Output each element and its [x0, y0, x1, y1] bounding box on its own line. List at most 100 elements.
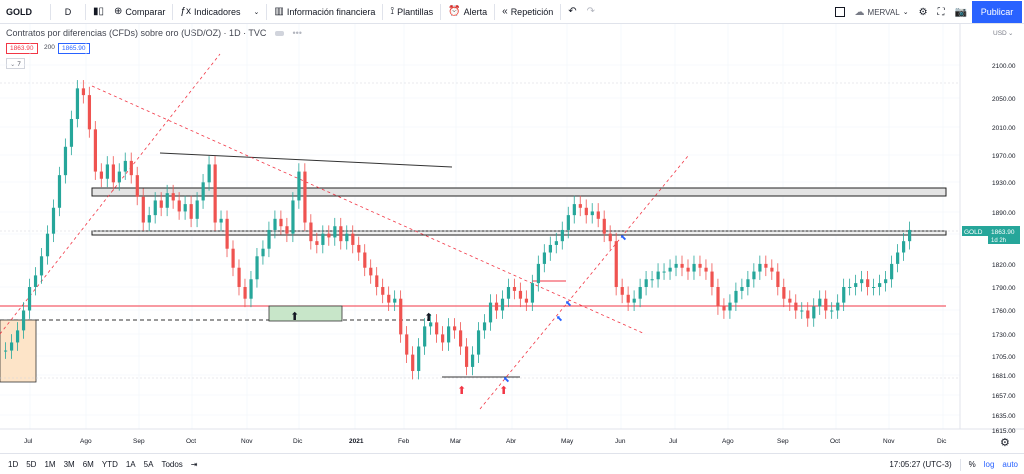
- blue-arrow-icon: ⬉: [503, 375, 510, 384]
- replay-button[interactable]: «Repetición: [497, 1, 558, 23]
- candle: [782, 287, 786, 299]
- time-tick-label: Mar: [450, 438, 462, 445]
- redo-button[interactable]: ↷: [582, 1, 600, 23]
- grid: [0, 24, 960, 429]
- candle: [45, 233, 50, 257]
- publish-button[interactable]: Publicar: [972, 1, 1022, 23]
- candle: [177, 200, 181, 212]
- candle: [429, 322, 433, 327]
- trend-dashed-line-1[interactable]: [0, 53, 221, 335]
- chart-style-button[interactable]: ▮▯: [88, 1, 109, 23]
- candle: [476, 330, 481, 355]
- candle: [674, 263, 678, 268]
- clock-label[interactable]: 17:05:27 (UTC-3): [889, 460, 952, 469]
- time-tick-label: Jul: [24, 438, 33, 445]
- candle: [722, 306, 726, 311]
- range-button-5a[interactable]: 5A: [143, 459, 154, 469]
- legend-hide-icon[interactable]: [274, 31, 284, 37]
- candle: [201, 182, 205, 201]
- candle: [458, 330, 463, 347]
- demand-zone[interactable]: [268, 305, 343, 322]
- blue-arrow-icon: ⬉: [620, 233, 627, 242]
- candle: [830, 310, 834, 312]
- range-button-ytd[interactable]: YTD: [101, 459, 118, 469]
- trend-dashed-line-3[interactable]: [479, 155, 689, 410]
- price-tick-label: 1820.00: [992, 262, 1016, 269]
- toolbar-divider: [50, 3, 51, 20]
- undo-button[interactable]: ↶: [563, 1, 581, 23]
- bid-price-box[interactable]: 1863.90: [6, 43, 38, 54]
- log-toggle[interactable]: log: [983, 460, 995, 469]
- indicators-toggle[interactable]: ⌄ 7: [6, 58, 25, 69]
- alarm-clock-icon: ⏰: [448, 6, 461, 17]
- candle: [890, 263, 894, 280]
- candle: [668, 267, 672, 272]
- calendar-range-icon: ⇥: [190, 459, 198, 469]
- candle: [620, 287, 624, 295]
- financials-label: Información financiera: [286, 6, 376, 17]
- candle: [524, 298, 529, 303]
- more-icon[interactable]: •••: [292, 28, 302, 38]
- range-button-1d[interactable]: 1D: [8, 459, 19, 469]
- candle: [123, 160, 127, 172]
- candle: [728, 302, 732, 311]
- symbol-price-label-bg: [962, 226, 988, 236]
- range-button-todos[interactable]: Todos: [161, 459, 183, 469]
- ask-price-box[interactable]: 1865.90: [58, 43, 90, 54]
- range-button-3m[interactable]: 3M: [63, 459, 75, 469]
- candle: [512, 287, 517, 291]
- indicators-button[interactable]: ƒx Indicadores ⌄: [175, 1, 264, 23]
- range-button-1m[interactable]: 1M: [44, 459, 56, 469]
- date-range-button[interactable]: ⇥: [187, 460, 202, 469]
- last-price-tag-bg: [988, 226, 1020, 244]
- last-price-tag: 1863.90: [991, 229, 1015, 236]
- candle: [578, 204, 582, 208]
- top-trendline[interactable]: [159, 152, 453, 168]
- candle: [818, 298, 822, 307]
- currency-selector[interactable]: [989, 27, 1019, 37]
- percent-toggle[interactable]: %: [968, 460, 976, 469]
- settings-button[interactable]: ⚙: [914, 1, 933, 23]
- candle: [213, 164, 217, 223]
- price-chart[interactable]: ⬆ ⬆ ⬆ ⬆ ⬉ ⬉ ⬉ ⬉ 2100.00 2050.00 2010.00 197…: [0, 24, 1024, 453]
- gear-icon[interactable]: ⚙: [1000, 436, 1010, 449]
- candle: [560, 229, 564, 242]
- indicators-label: Indicadores: [193, 6, 241, 17]
- red-up-arrow-icon: ⬆: [457, 384, 466, 397]
- range-button-6m[interactable]: 6M: [82, 459, 94, 469]
- financials-button[interactable]: ▥ Información financiera: [269, 1, 380, 23]
- range-button-5d[interactable]: 5D: [26, 459, 37, 469]
- price-axis[interactable]: 2100.00 2050.00 2010.00 1970.00 1930.00 1890.…: [992, 63, 1016, 435]
- fullscreen-button[interactable]: ⛶: [933, 1, 950, 23]
- candle: [584, 207, 588, 216]
- candle: [530, 283, 535, 303]
- candle: [273, 218, 277, 230]
- candle: [500, 298, 505, 311]
- candle: [908, 229, 912, 242]
- templates-label: Plantillas: [397, 6, 434, 17]
- layout-toggle-button[interactable]: [830, 1, 850, 23]
- price-tick-label: 1681.00: [992, 373, 1016, 380]
- compare-button[interactable]: ⊕ Comparar: [109, 1, 170, 23]
- interval-button[interactable]: D: [64, 6, 72, 17]
- symbol-search-button[interactable]: GOLD: [6, 6, 32, 17]
- candle: [453, 326, 457, 331]
- trend-dashed-line-2[interactable]: [91, 85, 646, 335]
- auto-toggle[interactable]: auto: [1002, 460, 1018, 469]
- candles: [4, 80, 912, 380]
- candle: [321, 233, 325, 245]
- current-level-zone[interactable]: [91, 230, 947, 236]
- resistance-zone[interactable]: [91, 187, 947, 197]
- candle: [189, 204, 193, 219]
- candle: [417, 346, 421, 372]
- layout-name-button[interactable]: ☁ MERVAL ⌄: [850, 1, 914, 23]
- snapshot-button[interactable]: 📷: [950, 1, 972, 23]
- candle: [536, 263, 541, 284]
- time-axis[interactable]: Jul Ago Sep Oct Nov Dic 2021 Feb Mar Abr May Jun Jul…: [24, 438, 947, 445]
- range-button-1a[interactable]: 1A: [125, 459, 136, 469]
- alert-button[interactable]: ⏰ Alerta: [443, 1, 492, 23]
- candle: [752, 271, 756, 280]
- candle: [165, 193, 169, 208]
- templates-button[interactable]: ⟟ Plantillas: [385, 1, 438, 23]
